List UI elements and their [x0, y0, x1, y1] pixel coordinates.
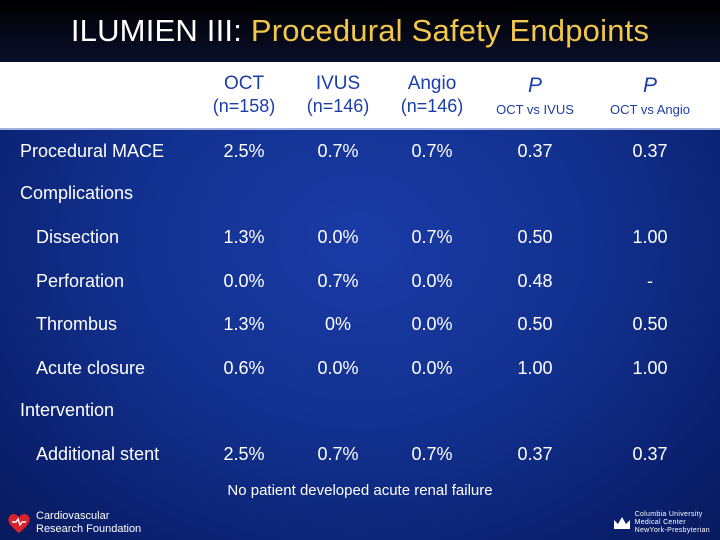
heart-icon — [8, 514, 30, 533]
cell-p-angio: 1.00 — [632, 358, 668, 378]
columbia-logo: Columbia University Medical Center NewYo… — [613, 508, 710, 538]
cell-angio: 0.0% — [411, 358, 453, 378]
cell-p-angio: 1.00 — [632, 227, 668, 247]
table-row: Acute closure 0.6% 0.0% 0.0% 1.00 1.00 — [0, 353, 720, 383]
cell-angio: 0.0% — [411, 271, 453, 291]
cell-ivus: 0.0% — [317, 358, 359, 378]
cell-oct: 2.5% — [223, 141, 265, 161]
footnote: No patient developed acute renal failure — [0, 482, 720, 499]
title-prefix: ILUMIEN III: — [70, 13, 251, 48]
table-row-mace: Procedural MACE 2.5% 0.7% 0.7% 0.37 0.37 — [0, 136, 720, 166]
cell-ivus: 0% — [324, 314, 351, 334]
cell-p-angio: 0.37 — [632, 141, 668, 161]
header-p-symbol: P — [527, 73, 542, 97]
header-p-oct-angio: P OCT vs Angio — [590, 62, 710, 128]
row-label: Procedural MACE — [20, 141, 165, 161]
crf-logo-text: Cardiovascular Research Foundation — [36, 510, 141, 536]
cell-p-ivus: 0.48 — [517, 271, 553, 291]
table-row: Thrombus 1.3% 0% 0.0% 0.50 0.50 — [0, 309, 720, 339]
cell-ivus: 0.7% — [317, 271, 359, 291]
title-accent: Procedural Safety Endpoints — [250, 13, 650, 48]
table-row: Dissection 1.3% 0.0% 0.7% 0.50 1.00 — [0, 222, 720, 252]
table-row: Perforation 0.0% 0.7% 0.0% 0.48 - — [0, 266, 720, 296]
row-label: Acute closure — [36, 358, 146, 378]
cell-p-ivus: 0.37 — [517, 141, 553, 161]
header-p-symbol: P — [642, 73, 657, 97]
crf-logo: Cardiovascular Research Foundation — [6, 508, 141, 538]
cell-angio: 0.7% — [411, 444, 453, 464]
columbia-line2: Medical Center — [634, 519, 686, 526]
row-label: Additional stent — [36, 444, 160, 464]
row-label: Perforation — [36, 271, 125, 291]
cell-angio: 0.0% — [411, 314, 453, 334]
row-label: Dissection — [36, 227, 120, 247]
footnote-text: No patient developed acute renal failure — [227, 482, 493, 499]
cell-p-ivus: 0.50 — [517, 227, 553, 247]
section-complications: Complications — [20, 183, 134, 203]
cell-oct: 0.0% — [223, 271, 265, 291]
title-bar: ILUMIEN III: Procedural Safety Endpoints — [0, 0, 720, 62]
columbia-line1: Columbia University — [634, 511, 703, 518]
cell-angio: 0.7% — [411, 141, 453, 161]
header-p-sub: OCT vs IVUS — [496, 101, 574, 117]
cell-p-angio: 0.37 — [632, 444, 668, 464]
cell-oct: 0.6% — [223, 358, 265, 378]
header-angio: Angio (n=146) — [384, 62, 480, 128]
cell-oct: 1.3% — [223, 227, 265, 247]
header-p-sub: OCT vs Angio — [610, 101, 690, 117]
cell-p-angio: - — [647, 271, 653, 291]
header-angio-n: (n=146) — [400, 95, 464, 116]
cell-angio: 0.7% — [411, 227, 453, 247]
slide-title: ILUMIEN III: Procedural Safety Endpoints — [0, 13, 720, 49]
cell-oct: 2.5% — [223, 444, 265, 464]
table-header: OCT (n=158) IVUS (n=146) Angio (n=146) P… — [0, 62, 720, 130]
header-oct-n: (n=158) — [212, 95, 276, 116]
columbia-line3: NewYork-Presbyterian — [634, 527, 710, 534]
cell-oct: 1.3% — [223, 314, 265, 334]
header-ivus-n: (n=146) — [306, 95, 370, 116]
cell-p-ivus: 0.50 — [517, 314, 553, 334]
crf-line1: Cardiovascular — [36, 510, 110, 522]
header-oct: OCT (n=158) — [196, 62, 292, 128]
table-row: Additional stent 2.5% 0.7% 0.7% 0.37 0.3… — [0, 439, 720, 469]
cell-p-ivus: 0.37 — [517, 444, 553, 464]
row-label: Thrombus — [36, 314, 118, 334]
cell-p-ivus: 1.00 — [517, 358, 553, 378]
header-angio-name: Angio — [407, 72, 457, 94]
header-oct-name: OCT — [223, 72, 265, 94]
section-intervention: Intervention — [20, 400, 115, 420]
crown-icon — [613, 517, 630, 529]
header-ivus: IVUS (n=146) — [290, 62, 386, 128]
cell-ivus: 0.7% — [317, 141, 359, 161]
cell-ivus: 0.0% — [317, 227, 359, 247]
cell-p-angio: 0.50 — [632, 314, 668, 334]
header-p-oct-ivus: P OCT vs IVUS — [478, 62, 592, 128]
crf-line2: Research Foundation — [36, 523, 142, 535]
header-ivus-name: IVUS — [315, 72, 361, 94]
cell-ivus: 0.7% — [317, 444, 359, 464]
columbia-logo-text: Columbia University Medical Center NewYo… — [635, 511, 710, 535]
